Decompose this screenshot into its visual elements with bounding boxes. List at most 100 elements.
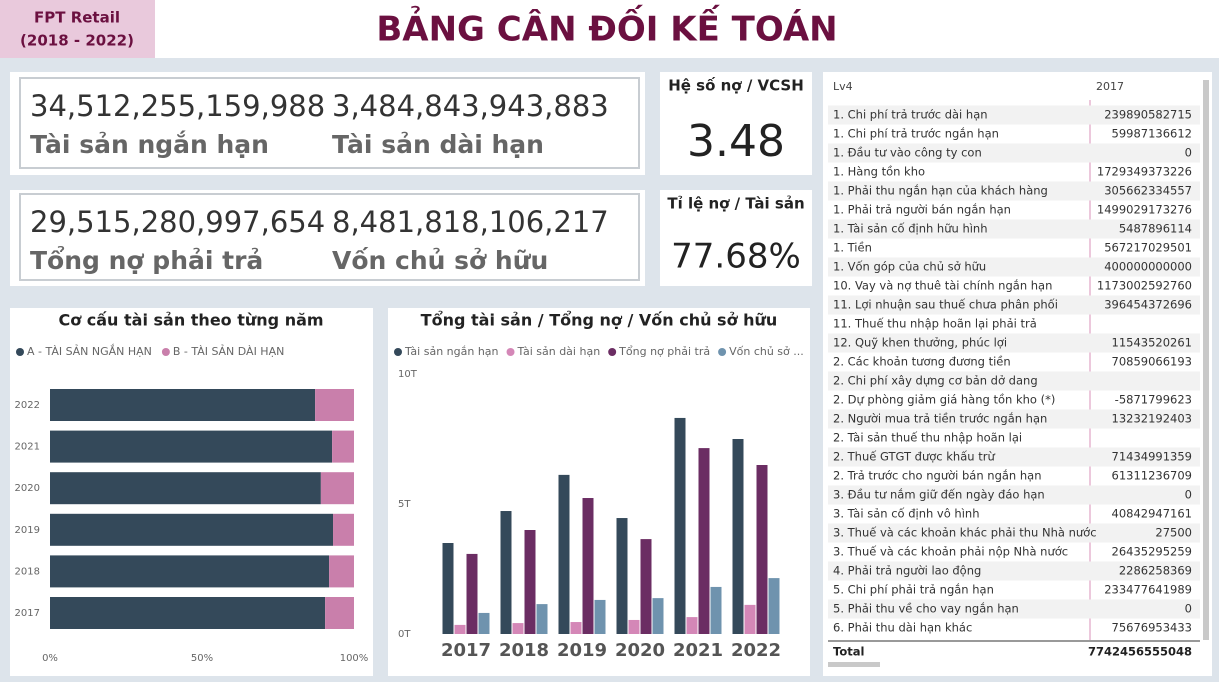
bar-segment [50,555,330,588]
cell: 2. Dự phòng giảm giá hàng tồn kho (*) [833,393,1055,407]
x-tick-label: 100% [340,653,369,664]
y-tick-label: 10T [398,369,418,380]
row-band [828,257,1200,277]
cell: 11. Thuế thu nhập hoãn lại phải trả [833,317,1037,331]
cell: 1. Tài sản cố định hữu hình [833,222,988,236]
column-header: 2017 [1096,80,1124,93]
bar [744,604,756,634]
cell: 70859066193 [1112,355,1192,369]
y-tick-label: 5T [398,499,411,510]
cell: 1. Đầu tư vào công ty con [833,146,982,160]
cell: 1. Phải thu ngắn hạn của khách hàng [833,184,1048,198]
cell: 12. Quỹ khen thưởng, phúc lợi [833,336,1007,350]
bar-segment [50,389,316,421]
cell: 11543520261 [1112,336,1192,350]
row-band [828,447,1200,467]
x-tick-label: 2019 [557,640,607,661]
card-value: 8,481,818,106,217 [332,205,609,239]
company-box [0,0,155,58]
bar-segment [50,472,321,505]
row-band [828,523,1200,543]
legend-label: Tài sản ngắn hạn [404,345,499,358]
cell: 61311236709 [1112,469,1192,483]
x-tick-label: 50% [191,653,213,664]
cell: 6. Phải thu dài hạn khác [833,621,972,635]
bar [442,543,454,634]
row-band [828,485,1200,505]
cell: 4. Phải trả người lao động [833,564,981,578]
legend-swatch [16,348,24,356]
legend-label: A - TÀI SẢN NGẮN HẠN [27,344,152,358]
cell: 1. Chi phí trả trước dài hạn [833,108,988,122]
cell: 3. Tài sản cố định vô hình [833,507,980,521]
bar [466,553,478,634]
bar-segment [50,513,334,546]
bar-segment [332,430,354,463]
bar-segment [325,597,354,629]
cell: 1. Vốn góp của chủ sở hữu [833,260,986,274]
legend-label: Tài sản dài hạn [517,345,601,358]
bar [454,624,466,634]
bar-segment [320,472,354,505]
bar [594,599,606,634]
bar [768,578,780,634]
bar [732,439,744,634]
x-tick-label: 0% [42,653,58,664]
cell: 2. Người mua trả tiền trước ngắn hạn [833,412,1047,426]
cell: 1729349373226 [1097,165,1192,179]
cell: 75676953433 [1112,621,1192,635]
row-band [828,219,1200,239]
cell: 305662334557 [1104,184,1192,198]
bar [652,598,664,634]
card-border [19,77,640,169]
cell: 2286258369 [1119,564,1192,578]
cell: 5. Phải thu về cho vay ngắn hạn [833,602,1019,616]
bar [628,619,640,634]
cell: 2. Tài sản thuế thu nhập hoãn lại [833,431,1022,445]
cell: 40842947161 [1112,507,1192,521]
card-border [19,193,640,281]
y-tick-label: 2017 [15,608,40,619]
legend-swatch [608,348,617,356]
y-tick-label: 0T [398,629,411,640]
card-label: Tài sản dài hạn [332,130,544,159]
cell: 0 [1185,488,1192,502]
total-label: Total [833,645,864,659]
legend-label: B - TÀI SẢN DÀI HẠN [173,344,284,358]
scrollbar[interactable] [1203,80,1209,640]
x-tick-label: 2021 [673,640,723,661]
row-band [828,561,1200,581]
period: (2018 - 2022) [20,32,134,50]
h-scrollbar[interactable] [828,662,880,667]
x-tick-label: 2017 [441,640,491,661]
ratio-value: 77.68% [671,237,801,277]
bar [536,604,548,634]
legend-swatch [506,348,515,356]
bar [512,623,524,634]
bar [582,498,594,634]
row-band [828,409,1200,429]
cell: 1499029173276 [1097,203,1192,217]
bar-segment [50,430,333,463]
card-label: Tổng nợ phải trả [30,245,263,275]
cell: 59987136612 [1112,127,1192,141]
cell: 2. Trả trước cho người bán ngắn hạn [833,469,1042,483]
company: FPT Retail [34,9,120,27]
cell: 11. Lợi nhuận sau thuế chưa phân phối [833,298,1058,312]
bar [686,617,698,634]
cell: 2. Thuế GTGT được khấu trừ [833,450,995,464]
y-tick-label: 2018 [15,566,40,577]
cell: 3. Đầu tư nắm giữ đến ngày đáo hạn [833,488,1045,502]
cell: 13232192403 [1112,412,1192,426]
y-tick-label: 2019 [15,525,40,536]
y-tick-label: 2020 [15,483,40,494]
bar-segment [50,597,326,629]
bar [558,474,570,634]
header-bar [0,0,1219,58]
bar-segment [329,555,354,588]
legend-swatch [718,348,727,356]
card-panel [10,72,645,175]
row-band [828,181,1200,201]
bar [698,448,710,634]
